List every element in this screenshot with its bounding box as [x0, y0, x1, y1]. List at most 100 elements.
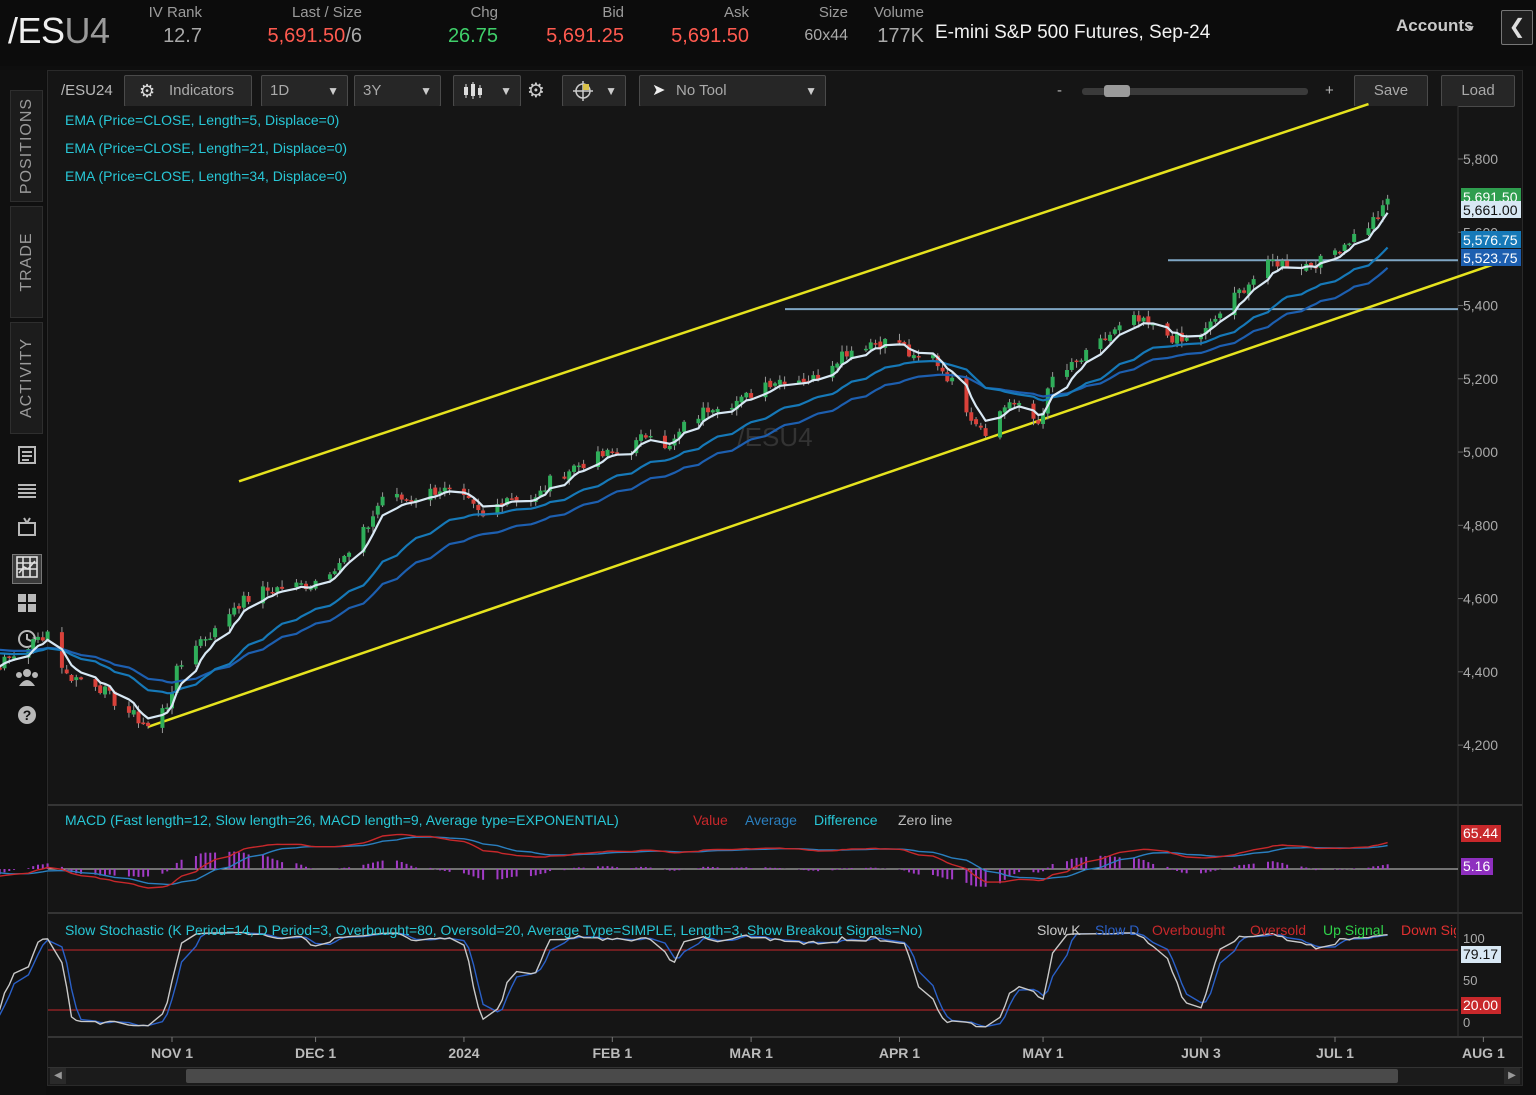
time-scrollbar-thumb[interactable]: [186, 1069, 1398, 1083]
chart-icon[interactable]: [12, 554, 42, 584]
drawing-style-select[interactable]: ▼: [562, 75, 626, 107]
candle-body: [160, 708, 165, 728]
candle-body: [940, 367, 945, 372]
stochastic-legend[interactable]: Slow Stochastic (K Period=14, D Period=3…: [65, 922, 923, 938]
ema21-legend[interactable]: EMA (Price=CLOSE, Length=21, Displace=0): [65, 140, 347, 156]
candle-body: [1371, 217, 1376, 229]
scroll-left-icon[interactable]: ◀: [50, 1068, 66, 1084]
help-icon[interactable]: ?: [12, 704, 42, 734]
zoom-slider-thumb[interactable]: [1104, 85, 1130, 97]
community-icon[interactable]: [12, 666, 42, 696]
zoom-out-button[interactable]: -: [1057, 82, 1062, 99]
tab-trade[interactable]: TRADE: [10, 206, 43, 318]
candle-body: [868, 342, 873, 350]
symbol-title[interactable]: /ESU4: [8, 10, 110, 52]
chevron-down-icon[interactable]: ⌄: [1463, 15, 1478, 34]
candle-body: [1352, 233, 1357, 242]
candle-body: [1117, 325, 1122, 331]
candle-body: [1251, 279, 1256, 285]
candle-body: [442, 487, 447, 492]
candle-body: [581, 463, 586, 469]
size-value: 60x44: [804, 27, 848, 44]
chevron-down-icon: ▼: [500, 84, 512, 98]
accounts-menu[interactable]: Accounts: [1396, 16, 1474, 35]
candle-body: [241, 595, 246, 608]
zoom-in-button[interactable]: +: [1325, 82, 1334, 99]
candle-body: [969, 412, 974, 421]
stoch-k-badge: [1461, 946, 1501, 963]
chg-label: Chg: [470, 4, 498, 21]
candle-body: [1041, 412, 1046, 425]
candle-body: [495, 504, 500, 515]
load-button[interactable]: Load: [1441, 75, 1515, 107]
ema34-legend[interactable]: EMA (Price=CLOSE, Length=34, Displace=0): [65, 168, 347, 184]
candle-body: [79, 677, 84, 680]
scroll-right-icon[interactable]: ▶: [1504, 1068, 1520, 1084]
candle-body: [1141, 317, 1146, 322]
candlestick-icon: [462, 82, 488, 100]
y-tick-label: 5,800: [1463, 151, 1498, 167]
candle-body: [1069, 361, 1074, 370]
candle-body: [1366, 228, 1371, 235]
candle-body: [260, 586, 265, 604]
tv-icon[interactable]: [12, 516, 42, 546]
candle-body: [1146, 316, 1151, 324]
crosshair-icon: [571, 81, 595, 102]
candle-body: [715, 409, 720, 413]
candle-body: [93, 679, 98, 687]
chart-style-select[interactable]: ▼: [453, 75, 521, 107]
y-tick-label: 4,800: [1463, 517, 1498, 533]
candle-body: [849, 350, 854, 359]
interval-value: 1D: [270, 82, 290, 99]
candle-body: [237, 606, 242, 609]
tab-positions[interactable]: POSITIONS: [10, 90, 43, 202]
candle-body: [615, 452, 620, 454]
candle-body: [1064, 370, 1069, 377]
candle-body: [1203, 328, 1208, 334]
macd-panel: [48, 806, 1458, 912]
macd-zero-line-label: Zero line: [898, 812, 953, 828]
macd-diff-badge-label: 5.16: [1463, 858, 1490, 874]
candle-body: [337, 563, 342, 571]
interval-select[interactable]: 1D ▼: [261, 75, 348, 107]
candle-body: [548, 475, 553, 492]
macd-legend[interactable]: MACD (Fast length=12, Slow length=26, MA…: [65, 812, 619, 828]
ema34-line: [0, 266, 1389, 684]
candle-body: [193, 645, 198, 665]
candle-body: [1112, 329, 1117, 334]
x-tick-label: NOV 1: [151, 1045, 193, 1061]
candle-body: [107, 686, 112, 691]
zoom-slider-track[interactable]: [1082, 88, 1308, 95]
indicators-button[interactable]: ⚙ Indicators: [124, 75, 252, 107]
candle-body: [1098, 338, 1103, 350]
history-icon[interactable]: [12, 628, 42, 658]
collapse-panel-button[interactable]: ❮: [1501, 10, 1533, 45]
price-badge: [1461, 249, 1521, 266]
candle-body: [648, 435, 653, 438]
candle-body: [428, 488, 433, 501]
ema5-legend[interactable]: EMA (Price=CLOSE, Length=5, Displace=0): [65, 112, 339, 128]
bid-col: Bid 5,691.25: [530, 4, 624, 51]
iv-rank-value: 12.7: [163, 25, 202, 47]
grid-icon[interactable]: [12, 592, 42, 622]
candle-body: [863, 348, 868, 351]
candle-body: [643, 435, 648, 438]
candle-body: [1165, 323, 1170, 336]
left-rail: POSITIONS TRADE ACTIVITY ?: [0, 70, 46, 1095]
candle-body: [696, 418, 701, 424]
list-icon[interactable]: [12, 480, 42, 510]
news-icon[interactable]: [12, 444, 42, 474]
candle-body: [844, 351, 849, 357]
drawing-tool-select[interactable]: ➤ No Tool ▼: [639, 75, 826, 107]
cursor-arrow-icon: ➤: [652, 82, 666, 99]
candle-body: [811, 375, 816, 381]
instrument-description: E-mini S&P 500 Futures, Sep-24: [935, 22, 1211, 43]
iv-rank-col: IV Rank 12.7: [140, 4, 202, 51]
chart-settings-gear-icon[interactable]: ⚙: [527, 80, 545, 102]
candle-body: [1103, 338, 1108, 341]
chart-symbol-label[interactable]: /ESU24: [61, 82, 113, 99]
candle-body: [213, 628, 218, 638]
tab-activity[interactable]: ACTIVITY: [10, 322, 43, 434]
candle-body: [208, 638, 213, 641]
